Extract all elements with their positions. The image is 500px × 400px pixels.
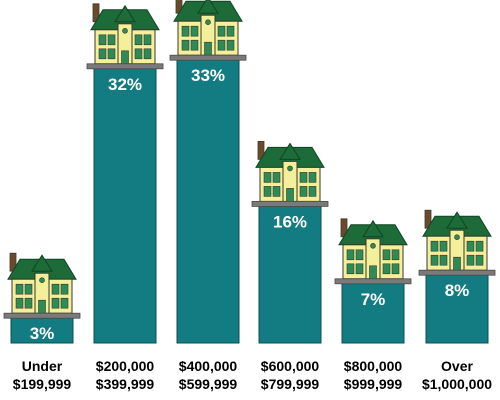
bar xyxy=(176,58,240,344)
category-label: $799,999 xyxy=(261,376,320,392)
house-icon xyxy=(418,209,496,276)
house-icon xyxy=(169,0,247,61)
bar xyxy=(10,316,74,344)
category-label: $800,000 xyxy=(344,358,403,374)
category-label: $399,999 xyxy=(96,376,155,392)
category-label: $599,999 xyxy=(179,376,238,392)
house-icon xyxy=(334,218,412,285)
house-icon xyxy=(3,252,81,319)
value-label: 16% xyxy=(273,212,307,231)
value-label: 8% xyxy=(445,281,470,300)
value-label: 7% xyxy=(361,290,386,309)
value-label: 33% xyxy=(191,66,225,85)
value-labels-layer: 3% 32% 33% 16% 7% 8% xyxy=(30,66,470,343)
category-labels-layer: Under $199,999 $200,000 $399,999 $400,000 $59… xyxy=(13,358,492,392)
bars-layer xyxy=(10,58,489,344)
bar xyxy=(258,204,322,344)
category-label: $400,000 xyxy=(179,358,238,374)
category-label: $200,000 xyxy=(96,358,155,374)
house-icon xyxy=(86,3,164,70)
category-label: Under xyxy=(22,358,63,374)
houses-layer xyxy=(3,0,496,319)
bar xyxy=(93,67,157,344)
category-label: Over xyxy=(441,358,473,374)
category-label: $199,999 xyxy=(13,376,72,392)
value-label: 32% xyxy=(108,75,142,94)
category-label: $999,999 xyxy=(344,376,403,392)
bar xyxy=(425,273,489,344)
value-label: 3% xyxy=(30,324,55,343)
category-label: $600,000 xyxy=(261,358,320,374)
category-label: $1,000,000 xyxy=(422,376,492,392)
house-icon xyxy=(251,140,329,207)
